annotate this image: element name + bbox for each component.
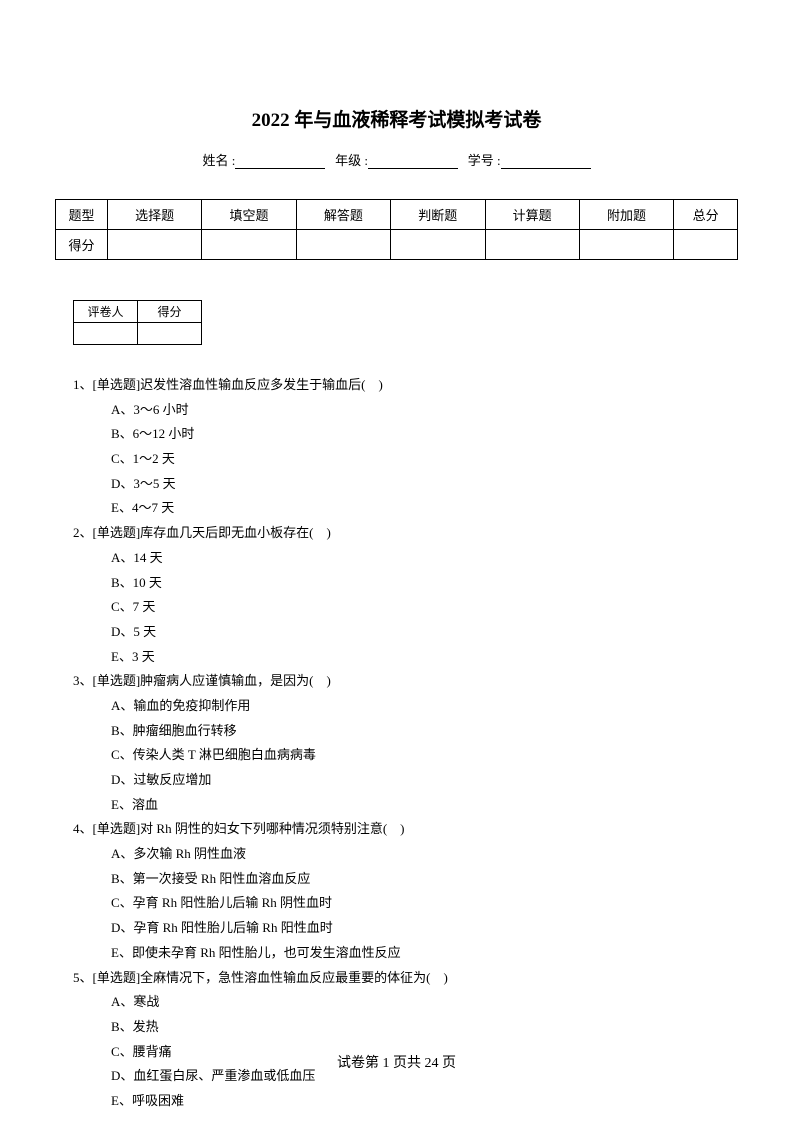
grader-cell xyxy=(138,323,202,345)
question-option: D、3～5 天 xyxy=(111,472,738,497)
question-option: A、输血的免疫抑制作用 xyxy=(111,694,738,719)
score-cell xyxy=(485,230,579,260)
question-option: E、溶血 xyxy=(111,793,738,818)
question-option: E、呼吸困难 xyxy=(111,1089,738,1114)
question-stem: 4、[单选题]对 Rh 阴性的妇女下列哪种情况须特别注意( ) xyxy=(73,817,738,842)
student-info-line: 姓名 : 年级 : 学号 : xyxy=(55,150,738,169)
grader-table: 评卷人 得分 xyxy=(73,300,202,345)
score-cell xyxy=(391,230,485,260)
question-option: A、3～6 小时 xyxy=(111,398,738,423)
table-row: 评卷人 得分 xyxy=(74,301,202,323)
header-cell: 判断题 xyxy=(391,200,485,230)
name-label: 姓名 : xyxy=(202,153,235,168)
table-row xyxy=(74,323,202,345)
question-option: C、传染人类 T 淋巴细胞白血病病毒 xyxy=(111,743,738,768)
score-cell xyxy=(674,230,738,260)
exam-title: 2022 年与血液稀释考试模拟考试卷 xyxy=(55,105,738,132)
id-blank xyxy=(501,155,591,169)
header-cell: 题型 xyxy=(56,200,108,230)
grade-blank xyxy=(368,155,458,169)
grader-score-label: 得分 xyxy=(138,301,202,323)
question-option: B、6～12 小时 xyxy=(111,422,738,447)
question-option: C、1～2 天 xyxy=(111,447,738,472)
table-row: 得分 xyxy=(56,230,738,260)
question-option: D、孕育 Rh 阳性胎儿后输 Rh 阳性血时 xyxy=(111,916,738,941)
question-option: A、寒战 xyxy=(111,990,738,1015)
header-cell: 选择题 xyxy=(108,200,202,230)
header-cell: 总分 xyxy=(674,200,738,230)
question-option: E、3 天 xyxy=(111,645,738,670)
question-stem: 3、[单选题]肿瘤病人应谨慎输血，是因为( ) xyxy=(73,669,738,694)
grader-label: 评卷人 xyxy=(74,301,138,323)
header-cell: 附加题 xyxy=(579,200,673,230)
name-blank xyxy=(235,155,325,169)
question-option: E、4～7 天 xyxy=(111,496,738,521)
score-label-cell: 得分 xyxy=(56,230,108,260)
grade-label: 年级 : xyxy=(335,153,368,168)
table-row: 题型 选择题 填空题 解答题 判断题 计算题 附加题 总分 xyxy=(56,200,738,230)
question-option: D、过敏反应增加 xyxy=(111,768,738,793)
question-option: D、5 天 xyxy=(111,620,738,645)
question-option: B、第一次接受 Rh 阳性血溶血反应 xyxy=(111,867,738,892)
header-cell: 解答题 xyxy=(296,200,390,230)
grader-cell xyxy=(74,323,138,345)
id-label: 学号 : xyxy=(468,153,501,168)
question-option: C、7 天 xyxy=(111,595,738,620)
score-cell xyxy=(202,230,296,260)
questions-container: 1、[单选题]迟发性溶血性输血反应多发生于输血后( )A、3～6 小时B、6～1… xyxy=(73,373,738,1114)
question-option: C、孕育 Rh 阳性胎儿后输 Rh 阴性血时 xyxy=(111,891,738,916)
question-option: B、10 天 xyxy=(111,571,738,596)
question-option: E、即使未孕育 Rh 阳性胎儿，也可发生溶血性反应 xyxy=(111,941,738,966)
question-option: A、14 天 xyxy=(111,546,738,571)
score-table: 题型 选择题 填空题 解答题 判断题 计算题 附加题 总分 得分 xyxy=(55,199,738,260)
header-cell: 计算题 xyxy=(485,200,579,230)
page-footer: 试卷第 1 页共 24 页 xyxy=(0,1052,793,1072)
question-option: B、肿瘤细胞血行转移 xyxy=(111,719,738,744)
question-option: B、发热 xyxy=(111,1015,738,1040)
question-option: A、多次输 Rh 阴性血液 xyxy=(111,842,738,867)
header-cell: 填空题 xyxy=(202,200,296,230)
score-cell xyxy=(296,230,390,260)
score-cell xyxy=(579,230,673,260)
score-cell xyxy=(108,230,202,260)
question-stem: 5、[单选题]全麻情况下，急性溶血性输血反应最重要的体征为( ) xyxy=(73,966,738,991)
question-stem: 1、[单选题]迟发性溶血性输血反应多发生于输血后( ) xyxy=(73,373,738,398)
question-stem: 2、[单选题]库存血几天后即无血小板存在( ) xyxy=(73,521,738,546)
